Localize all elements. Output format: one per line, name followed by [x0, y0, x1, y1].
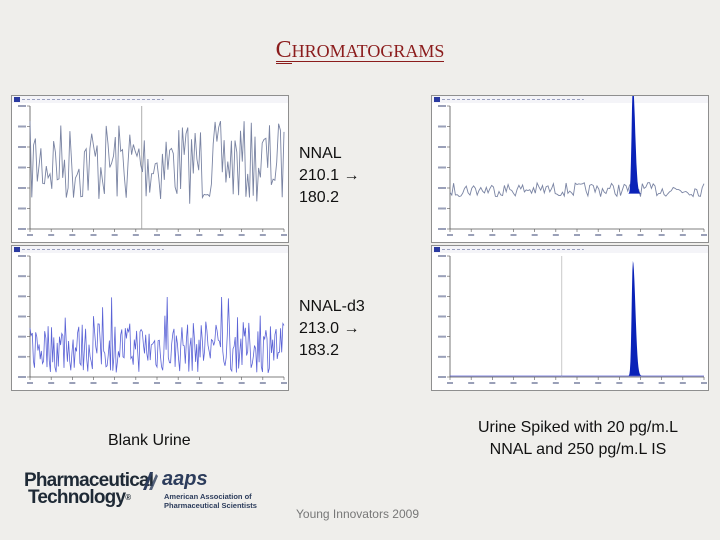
footer-text: Young Innovators 2009: [296, 507, 419, 521]
spiked-urine-caption: Urine Spiked with 20 pg/m.L NNAL and 250…: [477, 419, 679, 458]
chromatogram-plot: [432, 96, 708, 236]
aaps-mark-icon: [143, 472, 158, 490]
chromatogram-plot: [12, 246, 288, 384]
chromatogram-plot: [12, 96, 288, 236]
chromatogram-blank-nnal-d3: [11, 245, 289, 391]
slide-title-text: CHROMATOGRAMS: [275, 37, 445, 64]
blank-urine-caption: Blank Urine: [108, 432, 191, 449]
aaps-logo: aaps American Association of Pharmaceuti…: [140, 468, 270, 514]
nnal-transition-label: NNAL 210.1 → 180.2: [299, 145, 360, 206]
pharmaceutical-technology-logo: Pharmaceutical Technology®: [24, 470, 154, 508]
slide-title: CHROMATOGRAMS: [0, 37, 720, 64]
chromatogram-spiked-nnal-d3: [431, 245, 709, 391]
chromatogram-spiked-nnal: [431, 95, 709, 243]
nnal-d3-transition-label: NNAL-d3 213.0 → 183.2: [299, 298, 365, 359]
chromatogram-plot: [432, 246, 708, 384]
chromatogram-blank-nnal: [11, 95, 289, 243]
